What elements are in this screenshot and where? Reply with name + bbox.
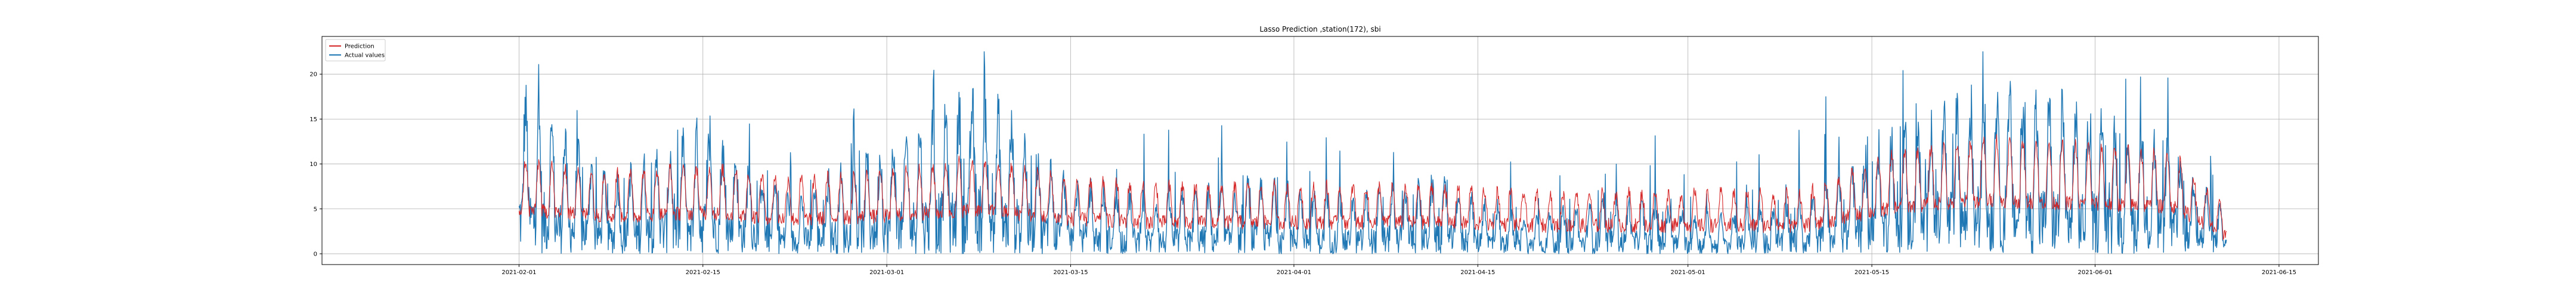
x-tick-label: 2021-02-15 (686, 269, 720, 276)
axis-ticks: 2021-02-01 2021-02-15 2021-03-01 2021-03-15… (309, 72, 2296, 276)
series-line-prediction (518, 134, 2227, 240)
y-tick-label: 15 (309, 116, 317, 123)
legend: Prediction Actual values (325, 39, 386, 62)
series-layer (518, 51, 2227, 254)
x-tick-label: 2021-05-01 (1671, 269, 1705, 276)
series-line-actual-values (518, 51, 2227, 254)
x-tick-label: 2021-03-01 (869, 269, 904, 276)
y-tick-label: 0 (314, 251, 317, 257)
x-tick-label: 2021-03-15 (1053, 269, 1088, 276)
x-tick-label: 2021-04-15 (1460, 269, 1495, 276)
x-tick-label: 2021-06-01 (2077, 269, 2112, 276)
y-tick-label: 20 (309, 72, 317, 78)
x-tick-label: 2021-06-15 (2262, 269, 2296, 276)
x-tick-label: 2021-05-15 (1854, 269, 1889, 276)
plot-area-frame (321, 36, 2319, 265)
x-tick-label: 2021-04-01 (1277, 269, 1311, 276)
legend-label-prediction: Prediction (345, 44, 374, 50)
legend-label-actual-values: Actual values (345, 53, 385, 59)
y-tick-label: 5 (314, 206, 317, 213)
y-tick-label: 10 (309, 161, 317, 168)
chart-title: Lasso Prediction ,station(172), sbi (1259, 25, 1380, 33)
x-tick-label: 2021-02-01 (501, 269, 536, 276)
